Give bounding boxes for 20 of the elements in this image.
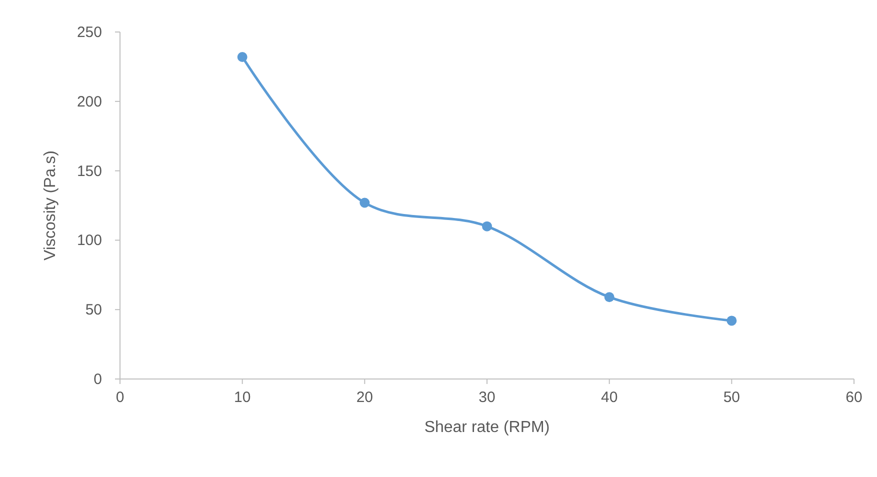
x-tick-label: 0	[116, 389, 124, 406]
point	[604, 292, 614, 302]
point	[482, 221, 492, 232]
x-tick-label: 60	[846, 389, 862, 406]
x-tick-label: 40	[600, 389, 618, 406]
y-axis-title: Viscosity (Pa.s)	[42, 150, 59, 260]
point	[237, 52, 248, 62]
y-tick-label: 100	[76, 232, 102, 250]
point	[360, 198, 370, 208]
y-tick-label: 250	[76, 24, 102, 41]
y-tick-label: 150	[76, 162, 102, 180]
x-tick-label: 30	[478, 389, 496, 406]
y-tick-label: 200	[76, 93, 102, 110]
x-tick-label: 50	[723, 389, 740, 406]
x-tick-label: 20	[356, 389, 374, 406]
point	[726, 316, 737, 326]
x-tick-label: 10	[234, 389, 251, 406]
x-axis-title: Shear rate (RPM)	[424, 419, 550, 436]
y-tick-label: 0	[94, 371, 102, 388]
y-tick-label: 50	[85, 302, 102, 319]
